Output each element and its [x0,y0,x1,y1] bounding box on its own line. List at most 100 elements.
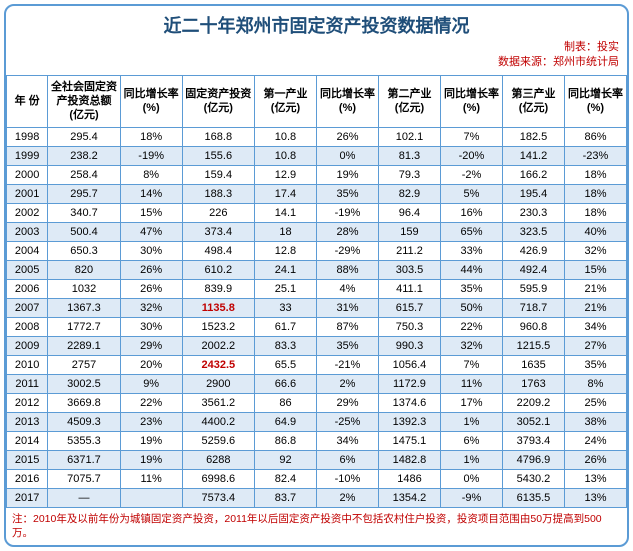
table-cell: 2289.1 [48,336,120,355]
table-cell: 295.7 [48,184,120,203]
table-cell: 1635 [502,355,564,374]
table-cell: 14% [120,184,182,203]
table-cell: 24% [564,431,626,450]
table-cell: 1215.5 [502,336,564,355]
table-cell: 610.2 [182,260,254,279]
table-cell: 34% [316,431,378,450]
table-cell: 2003 [7,222,48,241]
table-cell: 6998.6 [182,469,254,488]
col-primary-growth: 同比增长率(%) [316,75,378,127]
table-cell: 83.3 [254,336,316,355]
table-row: 2001295.714%188.317.435%82.95%195.418% [7,184,627,203]
table-cell: 13% [564,469,626,488]
table-cell: 86% [564,127,626,146]
table-row: 20156371.719%6288926%1482.81%4796.926% [7,450,627,469]
table-cell: 65% [440,222,502,241]
table-cell: 990.3 [378,336,440,355]
table-cell: 295.4 [48,127,120,146]
table-cell: 2432.5 [182,355,254,374]
table-cell: 25% [564,393,626,412]
table-cell: 38% [564,412,626,431]
table-cell: 50% [440,298,502,317]
table-cell: 1135.8 [182,298,254,317]
table-row: 2004650.330%498.412.8-29%211.233%426.932… [7,241,627,260]
table-cell: 159.4 [182,165,254,184]
table-cell: 65.5 [254,355,316,374]
table-cell: 92 [254,450,316,469]
table-cell: 303.5 [378,260,440,279]
table-cell: 188.3 [182,184,254,203]
table-cell: 1763 [502,374,564,393]
table-cell: 1482.8 [378,450,440,469]
table-cell: 340.7 [48,203,120,222]
table-cell: 82.9 [378,184,440,203]
table-cell: 32% [440,336,502,355]
table-cell: 82.4 [254,469,316,488]
table-row: 20113002.59%290066.62%1172.911%17638% [7,374,627,393]
table-cell: 182.5 [502,127,564,146]
table-cell: 1% [440,450,502,469]
table-row: 2017—7573.483.72%1354.2-9%6135.513% [7,488,627,507]
table-row: 20081772.730%1523.261.787%750.322%960.83… [7,317,627,336]
table-cell: 1056.4 [378,355,440,374]
table-cell: 26% [564,450,626,469]
table-cell: 4509.3 [48,412,120,431]
table-cell: 211.2 [378,241,440,260]
meta-source: 数据来源：郑州市统计局 [14,55,619,70]
table-cell: 22% [120,393,182,412]
table-cell: 238.2 [48,146,120,165]
table-cell: 650.3 [48,241,120,260]
table-cell: 28% [316,222,378,241]
table-cell: 18% [564,165,626,184]
table-cell: 2009 [7,336,48,355]
table-cell: 96.4 [378,203,440,222]
table-cell: 15% [120,203,182,222]
table-cell: 2007 [7,298,48,317]
table-cell: 32% [564,241,626,260]
table-cell: 500.4 [48,222,120,241]
table-cell: 47% [120,222,182,241]
table-row: 20167075.711%6998.682.4-10%14860%5430.21… [7,469,627,488]
table-row: 20071367.332%1135.83331%615.750%718.721% [7,298,627,317]
table-cell: -19% [316,203,378,222]
table-cell: 33 [254,298,316,317]
report-meta: 制表：投实 数据来源：郑州市统计局 [6,40,627,75]
table-cell: 35% [316,336,378,355]
table-cell: 195.4 [502,184,564,203]
col-secondary-industry: 第二产业(亿元) [378,75,440,127]
table-cell: -23% [564,146,626,165]
table-cell: 17% [440,393,502,412]
table-cell: 3052.1 [502,412,564,431]
table-cell: 24.1 [254,260,316,279]
table-cell: 168.8 [182,127,254,146]
table-cell: 21% [564,298,626,317]
footnote: 注：2010年及以前年份为城镇固定资产投资，2011年以后固定资产投资中不包括农… [6,508,627,545]
table-cell: 2900 [182,374,254,393]
table-cell: 7% [440,355,502,374]
table-cell: — [48,488,120,507]
table-cell: 11% [120,469,182,488]
table-cell: 18% [120,127,182,146]
table-cell: 26% [120,260,182,279]
table-cell: 820 [48,260,120,279]
table-cell: 21% [564,279,626,298]
table-cell: 2757 [48,355,120,374]
table-cell: 230.3 [502,203,564,222]
col-year: 年 份 [7,75,48,127]
table-cell: 2014 [7,431,48,450]
col-primary-industry: 第一产业(亿元) [254,75,316,127]
table-cell: 3002.5 [48,374,120,393]
table-cell: 35% [316,184,378,203]
table-cell: 258.4 [48,165,120,184]
table-cell: 19% [120,450,182,469]
table-cell: 20% [120,355,182,374]
table-cell: 2004 [7,241,48,260]
table-cell: 25.1 [254,279,316,298]
table-cell: 6% [316,450,378,469]
table-cell: 12.9 [254,165,316,184]
col-tertiary-industry: 第三产业(亿元) [502,75,564,127]
table-cell: 3669.8 [48,393,120,412]
table-cell: -2% [440,165,502,184]
table-cell: 44% [440,260,502,279]
table-row: 1998295.418%168.810.826%102.17%182.586% [7,127,627,146]
